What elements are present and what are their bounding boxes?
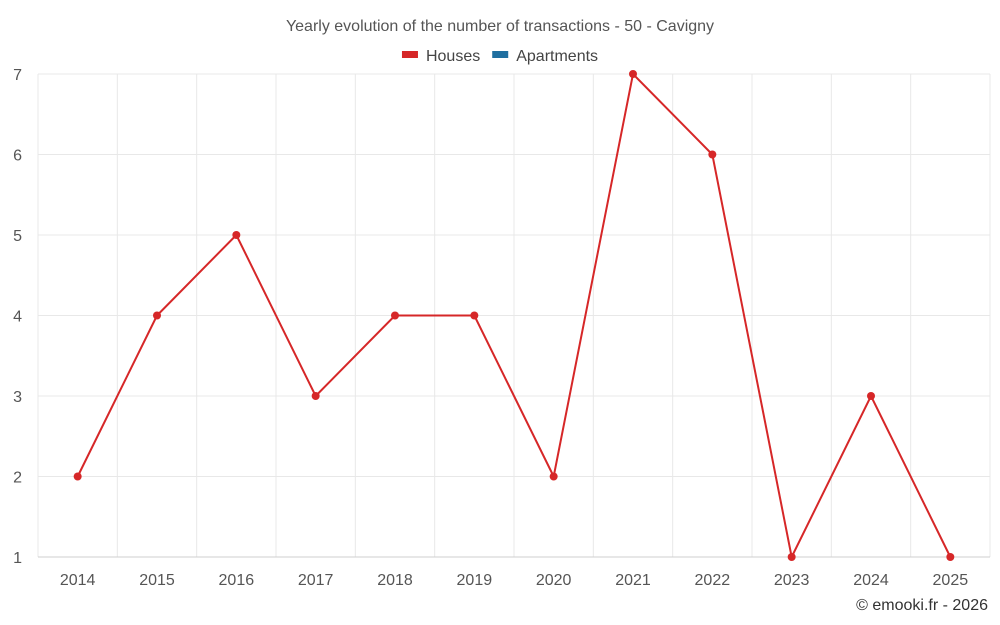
x-tick-label: 2024 [853,572,889,589]
grid [37,73,991,557]
x-tick-label: 2025 [933,572,969,589]
data-point[interactable] [946,553,955,561]
x-tick-label: 2018 [377,572,413,589]
y-tick-label: 5 [13,228,22,245]
data-point[interactable] [708,150,717,159]
series [73,70,955,561]
legend-swatch [492,51,509,58]
x-tick-label: 2015 [139,572,175,589]
x-tick-label: 2019 [457,572,493,589]
y-tick-label: 2 [13,470,22,487]
legend-label: Houses [426,48,480,65]
x-tick-label: 2014 [60,572,96,589]
x-tick-label: 2022 [695,572,731,589]
data-point[interactable] [787,553,796,561]
data-point[interactable] [73,472,82,481]
y-tick-label: 7 [13,67,22,84]
legend-label: Apartments [516,48,598,65]
data-point[interactable] [867,392,875,400]
legend-swatch [401,51,418,58]
data-point[interactable] [629,70,637,78]
data-point[interactable] [391,311,399,320]
data-point[interactable] [232,231,241,239]
y-tick-label: 3 [13,389,22,406]
y-tick-label: 4 [13,309,22,326]
x-tick-label: 2021 [615,572,651,589]
x-tick-label: 2016 [219,572,255,589]
x-tick-label: 2017 [298,572,334,589]
legend: Houses Apartments [401,48,598,65]
data-point[interactable] [311,392,320,400]
data-point[interactable] [470,311,479,320]
x-tick-label: 2020 [536,572,572,589]
y-tick-label: 1 [13,550,22,567]
data-point[interactable] [549,472,558,481]
x-axis-ticks: 2014 2015 2016 2017 2018 2019 2020 2021 2022 2023… [60,572,968,589]
x-tick-label: 2023 [774,572,810,589]
y-tick-label: 6 [13,148,22,165]
chart-title: Yearly evolution of the number of transa… [286,18,714,35]
data-point[interactable] [153,311,161,320]
y-axis-ticks: 1 2 3 4 5 6 7 [13,67,22,567]
series-line-houses [76,71,952,561]
credit-text: © emooki.fr - 2026 [856,597,988,614]
